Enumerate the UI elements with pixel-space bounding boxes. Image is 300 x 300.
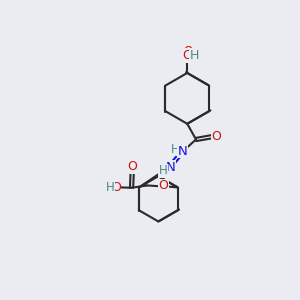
Text: H: H — [159, 164, 167, 177]
Text: N: N — [178, 145, 188, 158]
Text: O: O — [182, 49, 192, 62]
Text: H: H — [171, 143, 180, 156]
Text: O: O — [184, 45, 193, 58]
Text: H: H — [184, 49, 193, 62]
Text: H: H — [106, 181, 115, 194]
Text: O: O — [127, 160, 137, 173]
Text: O: O — [212, 130, 221, 143]
Text: H: H — [190, 49, 199, 62]
Text: O: O — [158, 179, 168, 192]
Text: O: O — [111, 181, 121, 194]
Text: N: N — [166, 161, 175, 174]
